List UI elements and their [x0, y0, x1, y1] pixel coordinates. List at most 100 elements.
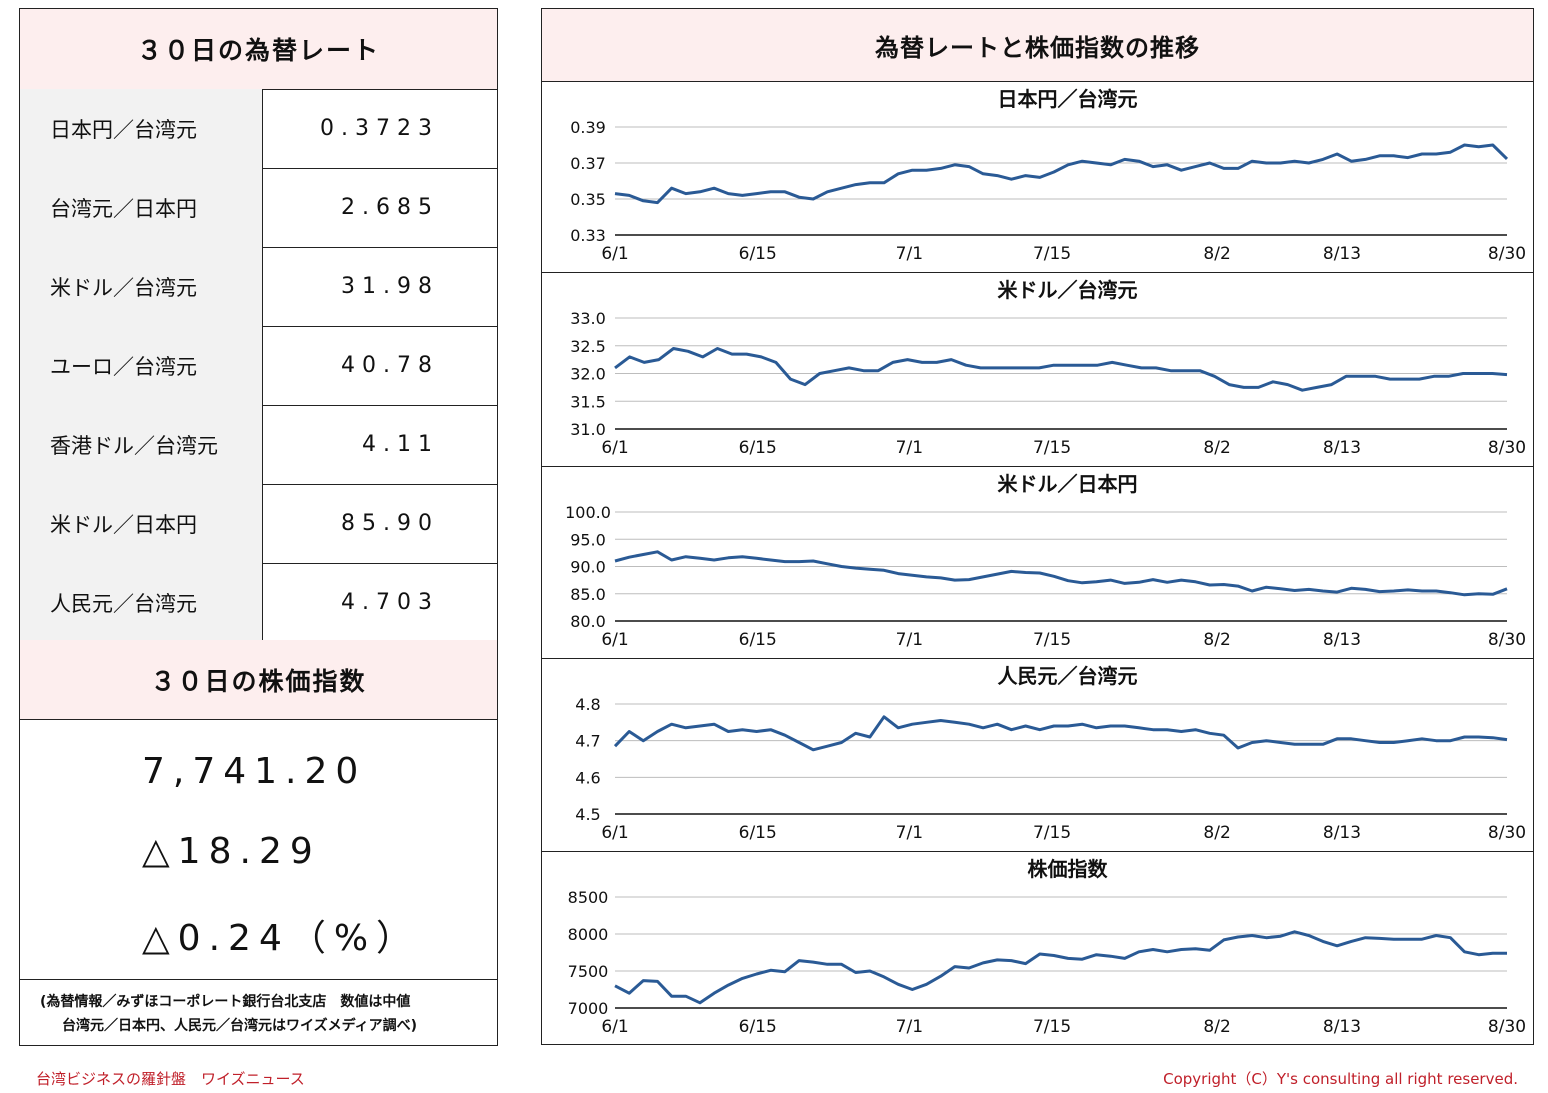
rate-value: 0.3723 — [320, 116, 439, 141]
y-tick-label: 33.0 — [570, 309, 606, 328]
chart-svg: 米ドル／日本円 100.0 95.0 90.0 85.0 80.06/1 6/15 7/1 7/… — [565, 472, 1526, 650]
x-tick-label: 8/13 — [1323, 1017, 1361, 1037]
rate-row: 米ドル／台湾元 31.98 — [20, 247, 497, 327]
rate-table-title: ３０日の為替レート — [20, 9, 497, 90]
x-tick-label: 8/30 — [1488, 244, 1526, 264]
chart-title: 米ドル／日本円 — [998, 472, 1138, 496]
chart-3: 米ドル／日本円 100.0 95.0 90.0 85.0 80.0 6/1 6/15 7/1 7/… — [542, 466, 1533, 659]
x-tick-label: 7/1 — [896, 1017, 923, 1037]
source-note-line-1: (為替情報／みずほコーポレート銀行台北支店 数値は中値 — [40, 994, 411, 1010]
y-tick-label: 95.0 — [570, 530, 606, 549]
x-tick-label: 6/1 — [601, 823, 628, 843]
chart-1: 日本円／台湾元 0.39 0.37 0.35 0.33 6/1 6/15 7/1 7/15 8/2… — [542, 81, 1533, 273]
charts-panel: 為替レートと株価指数の推移 日本円／台湾元 0.39 0.37 0.35 0.33 6/1… — [541, 8, 1534, 1045]
rate-label: 人民元／台湾元 — [20, 563, 263, 642]
rate-value: 2.685 — [341, 195, 439, 220]
y-tick-label: 7500 — [568, 962, 609, 981]
y-tick-label: 8500 — [568, 888, 609, 907]
source-note: (為替情報／みずほコーポレート銀行台北支店 数値は中値 台湾元／日本円、人民元／… — [20, 979, 497, 1045]
x-tick-label: 6/15 — [739, 823, 777, 843]
x-tick-label: 8/13 — [1323, 244, 1361, 264]
x-tick-label: 7/1 — [896, 438, 923, 458]
chart-svg: 日本円／台湾元 0.39 0.37 0.35 0.336/1 6/15 7/1 7/15 8/2… — [570, 87, 1526, 264]
rate-row: 日本円／台湾元 0.3723 — [20, 89, 497, 169]
rate-value: 4.703 — [341, 590, 439, 615]
y-tick-label: 32.5 — [570, 337, 606, 356]
series-line — [614, 550, 1508, 597]
y-tick-label: 80.0 — [570, 612, 606, 631]
x-tick-label: 8/30 — [1488, 1017, 1526, 1037]
x-tick-label: 6/1 — [601, 1017, 628, 1037]
rate-row: 台湾元／日本円 2.685 — [20, 168, 497, 248]
chart-title: 日本円／台湾元 — [998, 87, 1138, 111]
x-tick-label: 8/2 — [1203, 630, 1230, 650]
x-tick-label: 7/1 — [896, 630, 923, 650]
x-tick-label: 6/15 — [739, 1017, 777, 1037]
rate-row: ユーロ／台湾元 40.78 — [20, 326, 497, 406]
x-tick-label: 7/1 — [896, 823, 923, 843]
rate-panel: ３０日の為替レート 日本円／台湾元 0.3723 台湾元／日本円 2.685 米ドル／台… — [19, 8, 498, 1046]
x-tick-label: 6/15 — [739, 630, 777, 650]
chart-svg: 米ドル／台湾元 33.0 32.5 32.0 31.5 31.06/1 6/15 7/1 7/1… — [570, 278, 1526, 458]
index-title: ３０日の株価指数 — [20, 640, 497, 720]
chart-title: 米ドル／台湾元 — [998, 278, 1138, 302]
charts-title: 為替レートと株価指数の推移 — [542, 9, 1533, 82]
y-tick-label: 0.33 — [570, 226, 606, 245]
x-tick-label: 6/1 — [601, 438, 628, 458]
y-tick-label: 0.35 — [570, 190, 606, 209]
x-tick-label: 8/13 — [1323, 438, 1361, 458]
y-tick-label: 4.7 — [575, 732, 600, 751]
chart-title: 人民元／台湾元 — [998, 664, 1138, 688]
x-tick-label: 8/30 — [1488, 630, 1526, 650]
y-tick-label: 4.8 — [575, 695, 600, 714]
rate-label: ユーロ／台湾元 — [20, 326, 263, 405]
x-tick-label: 7/15 — [1033, 244, 1071, 264]
x-tick-label: 8/13 — [1323, 823, 1361, 843]
footer-copyright: Copyright（C）Y's consulting all right res… — [1163, 1070, 1518, 1088]
series-line — [614, 143, 1509, 205]
y-tick-label: 100.0 — [565, 503, 611, 522]
y-tick-label: 4.5 — [575, 805, 600, 824]
series-line — [614, 347, 1508, 392]
rate-value: 4.11 — [362, 432, 439, 457]
chart-title: 株価指数 — [1028, 857, 1109, 881]
y-tick-label: 31.5 — [570, 392, 606, 411]
x-tick-label: 7/1 — [896, 244, 923, 264]
rate-row: 香港ドル／台湾元 4.11 — [20, 405, 497, 485]
rate-label: 日本円／台湾元 — [20, 89, 263, 168]
x-tick-label: 8/30 — [1488, 823, 1526, 843]
rate-row: 人民元／台湾元 4.703 — [20, 563, 497, 643]
x-tick-label: 6/1 — [601, 630, 628, 650]
x-tick-label: 8/2 — [1203, 823, 1230, 843]
y-tick-label: 4.6 — [575, 768, 600, 787]
x-tick-label: 8/2 — [1203, 1017, 1230, 1037]
x-tick-label: 7/15 — [1033, 630, 1071, 650]
y-tick-label: 0.39 — [570, 118, 606, 137]
rate-value: 31.98 — [341, 274, 439, 299]
x-tick-label: 8/13 — [1323, 630, 1361, 650]
rate-label: 香港ドル／台湾元 — [20, 405, 263, 484]
chart-4: 人民元／台湾元 4.8 4.7 4.6 4.5 6/1 6/15 7/1 7/15 8/2 8/13… — [542, 658, 1533, 852]
index-change: △18.29 — [142, 831, 321, 872]
x-tick-label: 6/1 — [601, 244, 628, 264]
index-value: 7,741.20 — [142, 751, 367, 792]
chart-2: 米ドル／台湾元 33.0 32.5 32.0 31.5 31.0 6/1 6/15 7/1 7/1… — [542, 272, 1533, 467]
y-tick-label: 90.0 — [570, 558, 606, 577]
y-tick-label: 8000 — [568, 925, 609, 944]
y-tick-label: 0.37 — [570, 154, 606, 173]
y-tick-label: 7000 — [568, 999, 609, 1018]
rate-label: 米ドル／台湾元 — [20, 247, 263, 326]
series-line — [614, 930, 1507, 1005]
x-tick-label: 8/2 — [1203, 438, 1230, 458]
x-tick-label: 6/15 — [739, 244, 777, 264]
x-tick-label: 8/30 — [1488, 438, 1526, 458]
x-tick-label: 6/15 — [739, 438, 777, 458]
rate-value: 85.90 — [341, 511, 439, 536]
y-tick-label: 85.0 — [570, 585, 606, 604]
y-tick-label: 31.0 — [570, 420, 606, 439]
rate-row: 米ドル／日本円 85.90 — [20, 484, 497, 564]
source-note-line-2: 台湾元／日本円、人民元／台湾元はワイズメディア調べ) — [62, 1018, 417, 1034]
x-tick-label: 8/2 — [1203, 244, 1230, 264]
x-tick-label: 7/15 — [1033, 1017, 1071, 1037]
